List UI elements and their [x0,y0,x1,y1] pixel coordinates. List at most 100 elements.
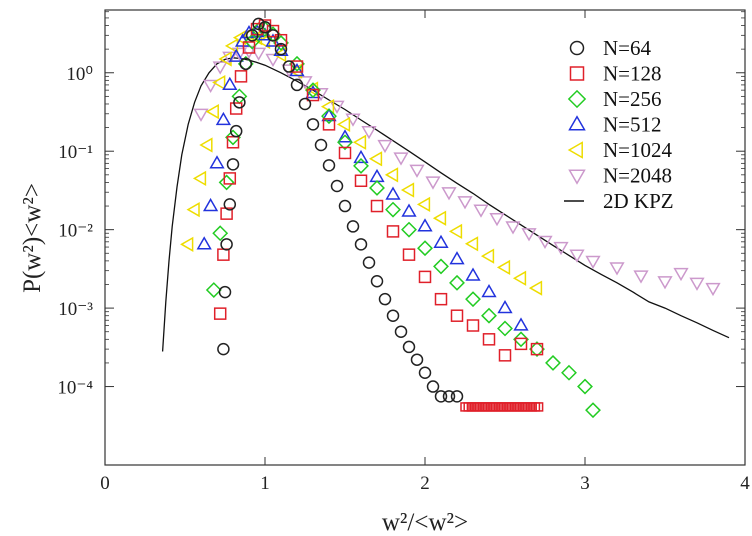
data-point [569,249,585,263]
data-point [212,74,226,91]
data-point [274,42,288,56]
data-point [266,29,280,42]
plot-frame [104,9,746,466]
data-point [202,79,219,94]
data-point [306,88,320,102]
data-point [457,196,473,210]
data-point [513,317,529,331]
data-point [368,151,383,167]
data-point [505,221,521,235]
data-point [425,176,441,190]
data-point [196,236,212,250]
data-point [226,136,240,149]
legend-item: 2D KPZ [564,189,674,213]
data-point [417,240,433,257]
data-point [239,57,253,71]
y-tick-label: 10⁻³ [58,299,93,320]
data-point [361,126,377,140]
data-point [290,78,304,92]
data-point [212,61,228,75]
data-marks [161,17,730,419]
data-point [242,41,256,54]
data-point [433,234,449,248]
data-point [257,21,273,38]
data-point [354,238,368,251]
legend-label: 2D KPZ [603,189,674,213]
data-point [321,108,337,122]
data-point [448,223,463,240]
x-tick-label: 4 [740,473,750,494]
data-point [250,47,267,61]
data-point [225,129,241,146]
data-point [418,366,432,379]
legend-item: N=256 [567,87,662,111]
legend-label: N=256 [603,87,662,111]
data-point [223,198,237,211]
data-point [220,238,233,251]
data-point [305,82,321,99]
data-point [234,70,248,83]
data-point [528,280,543,296]
data-point [229,124,243,138]
data-point [473,204,489,218]
data-point [434,390,448,403]
data-point [186,202,200,218]
data-point [290,60,304,73]
data-point [346,220,360,233]
x-tick-label: 2 [420,473,430,494]
y-tick-label: 10⁰ [66,64,93,85]
data-point [218,174,235,191]
data-point [449,251,465,265]
legend-marker-icon [569,66,585,81]
data-point [226,158,240,171]
data-point [417,218,433,232]
data-point [377,139,393,154]
data-point [434,292,448,306]
data-point [433,258,449,275]
y-tick-label: 10⁻¹ [58,142,93,163]
kpz-curve [161,57,730,352]
data-point [496,259,511,276]
data-point [385,201,401,218]
legend-label: N=2048 [603,164,672,188]
data-point [426,380,440,393]
data-point [258,21,272,34]
data-point [192,170,207,187]
data-point [352,134,367,150]
data-point [401,221,417,238]
legend-item: N=512 [568,113,662,137]
data-point [338,199,352,213]
data-point [215,111,232,126]
data-point [369,180,385,196]
data-point [657,276,673,290]
data-point [213,307,227,320]
data-point [228,48,244,62]
data-point [202,197,219,212]
data-point [180,236,194,252]
data-point [432,210,447,226]
data-point [402,248,416,261]
data-point [401,203,417,217]
x-axis-label: w²/<w²> [382,509,468,536]
data-point [393,152,409,166]
data-point [385,186,401,200]
data-point [212,225,229,242]
data-point [545,355,561,371]
data-point [466,319,480,332]
data-point [513,331,529,348]
data-point [386,225,400,238]
data-point [512,270,527,286]
data-point [353,149,369,164]
data-point [205,282,222,298]
data-point [330,179,344,193]
data-point [231,47,248,61]
data-point [218,285,232,299]
data-point [410,353,424,366]
data-point [233,96,246,109]
data-point [530,342,544,356]
data-point [266,24,280,38]
data-point [465,291,481,308]
data-point [362,256,376,269]
data-point [402,340,416,354]
